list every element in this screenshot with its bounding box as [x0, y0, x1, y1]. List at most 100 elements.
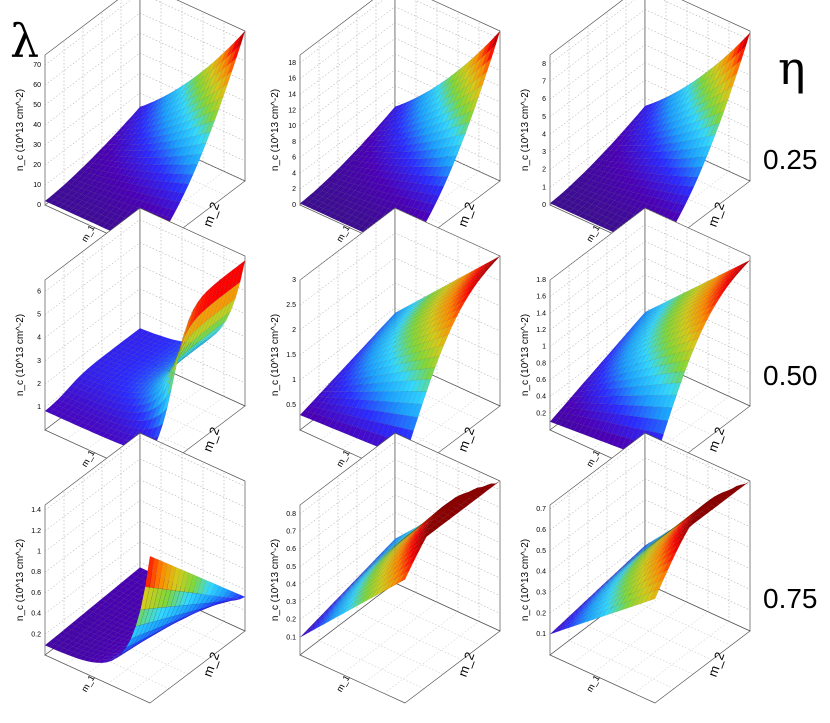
surface-patch — [578, 616, 589, 625]
surface-patch — [582, 208, 593, 215]
surface-patch — [656, 199, 667, 209]
surface-patch — [661, 200, 672, 210]
surface-patch — [681, 307, 691, 316]
surface-patch — [643, 570, 654, 582]
z-axis-label: n_c (10^13 cm^-2) — [520, 89, 531, 171]
surface-patch — [602, 223, 612, 230]
surface-patch — [103, 178, 114, 185]
surface-patch — [369, 558, 380, 567]
surface-patch — [121, 162, 131, 170]
surface-patch — [423, 292, 434, 300]
surface-patch — [111, 155, 121, 162]
surface-patch — [110, 605, 121, 612]
surface-patch — [105, 597, 116, 604]
z-tick-label: 6 — [542, 96, 546, 103]
surface-patch — [641, 116, 652, 125]
surface-patch — [559, 624, 569, 632]
grid-line — [299, 476, 501, 550]
surface-patch — [380, 158, 391, 165]
surface-patch — [417, 391, 427, 405]
grid-line — [633, 396, 730, 469]
surface-patch — [410, 351, 421, 363]
surface-patch — [601, 210, 611, 218]
surface-patch — [482, 58, 492, 76]
surface-patch — [607, 359, 618, 368]
surface-patch — [669, 344, 680, 356]
surface-patch — [627, 554, 637, 562]
surface-patch — [558, 412, 569, 420]
surface-patch — [379, 336, 390, 345]
surface-patch — [143, 367, 154, 373]
surface-patch — [382, 546, 393, 555]
surface-patch — [676, 124, 687, 136]
surface-patch — [363, 568, 373, 579]
surface-patch — [174, 591, 185, 607]
surface-patch — [347, 154, 357, 161]
surface-patch — [385, 158, 396, 166]
surface-patch — [217, 596, 228, 603]
grid-line — [549, 241, 751, 314]
surface-patch — [578, 424, 588, 435]
surface-patch — [340, 187, 351, 194]
z-tick-label: 8 — [542, 61, 546, 68]
surface-patch — [231, 598, 241, 601]
surface-plot-r2c3: 0.2 0.4 0.6 0.8 1 1.2 1.4 1.6 1.8 n_c (10^13 cm^-… — [505, 207, 765, 495]
surface-patch — [602, 607, 612, 617]
surface-patch — [128, 349, 138, 356]
surface-svg: 0.10.20.30.40.50.60.70.8n_c (10^13 cm^-2… — [270, 432, 501, 704]
surface-patch — [89, 381, 99, 389]
z-tick-label: 0.2 — [536, 410, 546, 417]
surface-patch — [616, 162, 627, 170]
surface-patch — [165, 351, 176, 356]
surface-patch — [391, 180, 402, 189]
surface-patch — [87, 420, 97, 427]
surface-patch — [353, 577, 364, 587]
surface-patch — [606, 355, 617, 364]
surface-patch — [431, 130, 442, 142]
surface-patch — [111, 161, 122, 168]
surface-patch — [567, 196, 578, 203]
grid-line — [549, 9, 751, 82]
surface-patch — [577, 402, 587, 410]
surface-patch — [673, 87, 684, 99]
surface-patch — [353, 178, 364, 186]
surface-patch — [670, 530, 680, 542]
surface-patch — [135, 567, 146, 574]
surface-patch — [362, 364, 373, 373]
surface-patch — [559, 203, 569, 210]
surface-patch — [161, 358, 172, 363]
surface-patch — [681, 123, 691, 135]
surface-patch — [342, 424, 353, 435]
surface-patch — [231, 44, 241, 63]
surface-patch — [592, 419, 602, 430]
surface-patch — [94, 389, 105, 398]
surface-patch — [101, 149, 112, 155]
grid-line — [299, 6, 501, 79]
surface-patch — [656, 117, 667, 127]
surface-patch — [706, 304, 716, 315]
surface-patch — [365, 340, 375, 349]
z-tick-label: 0.1 — [286, 634, 296, 641]
surface-patch — [334, 375, 345, 382]
surface-patch — [376, 584, 386, 596]
surface-patch — [95, 410, 106, 418]
surface-patch — [139, 375, 150, 380]
surface-patch — [391, 356, 402, 367]
surface-patch — [326, 182, 336, 189]
surface-patch — [593, 368, 604, 376]
surface-patch — [645, 352, 656, 362]
surface-patch — [341, 597, 352, 608]
surface-patch — [130, 156, 141, 164]
surface-patch — [675, 194, 686, 204]
surface-patch — [124, 204, 134, 213]
surface-patch — [188, 574, 198, 594]
surface-patch — [658, 420, 669, 435]
surface-patch — [127, 580, 137, 587]
surface-patch — [313, 619, 324, 628]
grid-line — [44, 0, 246, 66]
surface-patch — [106, 603, 116, 610]
surface-patch — [657, 556, 668, 569]
surface-patch — [379, 391, 389, 402]
